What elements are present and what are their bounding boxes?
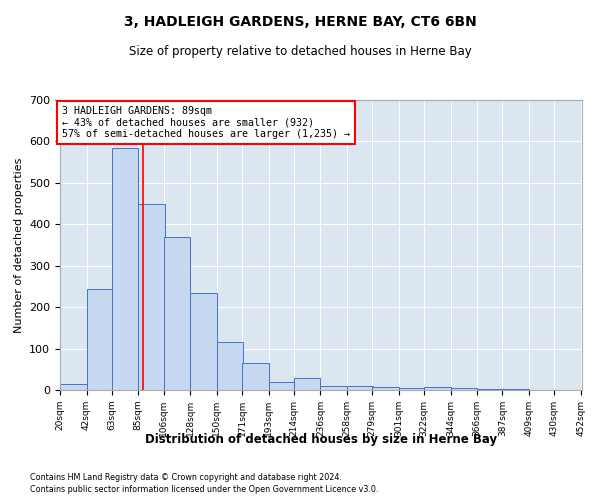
Text: Contains public sector information licensed under the Open Government Licence v3: Contains public sector information licen… [30,485,379,494]
Text: 3, HADLEIGH GARDENS, HERNE BAY, CT6 6BN: 3, HADLEIGH GARDENS, HERNE BAY, CT6 6BN [124,15,476,29]
Bar [451,388,477,390]
Bar [502,389,529,390]
Bar [164,236,190,390]
Bar [190,292,217,390]
Bar [86,288,113,390]
Bar [347,386,373,390]
Bar [217,342,243,390]
Text: Size of property relative to detached houses in Herne Bay: Size of property relative to detached ho… [128,45,472,58]
Text: 3 HADLEIGH GARDENS: 89sqm
← 43% of detached houses are smaller (932)
57% of semi: 3 HADLEIGH GARDENS: 89sqm ← 43% of detac… [62,106,350,140]
Bar [269,382,295,390]
Y-axis label: Number of detached properties: Number of detached properties [14,158,23,332]
Bar [112,148,139,390]
Bar [242,363,269,390]
Text: Distribution of detached houses by size in Herne Bay: Distribution of detached houses by size … [145,432,497,446]
Bar [372,386,399,390]
Bar [320,386,347,390]
Text: Contains HM Land Registry data © Crown copyright and database right 2024.: Contains HM Land Registry data © Crown c… [30,472,342,482]
Bar [294,378,320,390]
Bar [477,389,503,390]
Bar [399,388,425,390]
Bar [424,387,451,390]
Bar [139,204,165,390]
Bar [60,384,86,390]
